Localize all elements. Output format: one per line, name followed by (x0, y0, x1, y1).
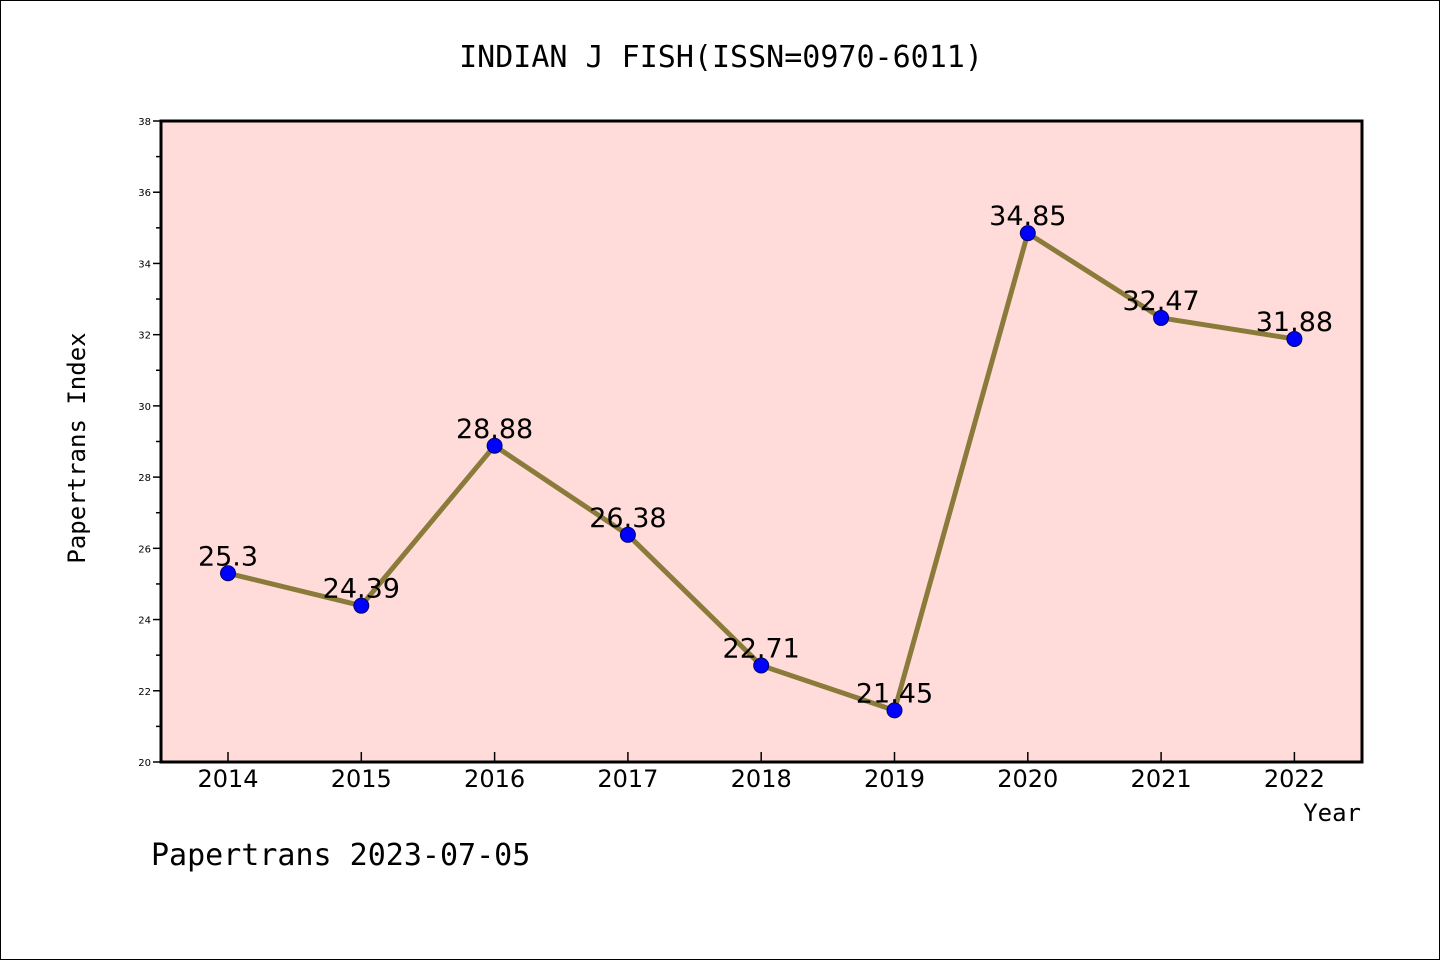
data-point (220, 565, 236, 582)
data-point (619, 526, 636, 543)
data-label: 24.39 (323, 574, 400, 605)
data-points (220, 225, 1303, 719)
y-tick-label: 30 (138, 402, 151, 413)
chart-title: INDIAN J FISH(ISSN=0970-6011) (459, 40, 983, 75)
x-axis: 2014 2015 2016 2017 2018 2019 2020 2021 2022 (197, 752, 1325, 793)
data-label: 25.3 (198, 541, 258, 572)
y-tick-label: 26 (138, 544, 151, 555)
data-point (753, 657, 770, 674)
data-point (1019, 225, 1036, 242)
footer-text: Papertrans 2023-07-05 (151, 838, 530, 873)
data-label: 21.45 (856, 678, 933, 709)
x-tick-label: 2021 (1131, 765, 1192, 793)
y-tick-label: 36 (138, 188, 151, 199)
plot-area (159, 119, 1364, 764)
data-label: 22.71 (723, 633, 800, 664)
x-axis-label: Year (1303, 799, 1361, 827)
x-tick-label: 2018 (731, 765, 792, 793)
data-point (486, 437, 503, 454)
data-point (1286, 330, 1303, 347)
y-tick-label: 22 (138, 687, 151, 698)
data-label: 28.88 (456, 414, 533, 445)
x-tick-label: 2016 (464, 765, 525, 793)
data-point (886, 702, 903, 719)
y-axis-label: Papertrans Index (63, 332, 91, 563)
y-tick-label: 24 (138, 616, 151, 627)
y-tick-label: 34 (138, 259, 151, 270)
x-tick-label: 2017 (597, 765, 658, 793)
y-axis: 20 22 24 26 28 30 32 34 36 38 (138, 117, 161, 769)
data-labels: 25.3 24.39 28.88 26.38 22.71 21.45 34.85 32.47 3… (198, 201, 1333, 709)
data-label: 31.88 (1256, 307, 1333, 338)
data-point (1153, 309, 1170, 326)
y-tick-label: 38 (138, 117, 151, 128)
x-tick-label: 2020 (997, 765, 1058, 793)
data-label: 34.85 (989, 201, 1066, 232)
x-tick-label: 2015 (331, 765, 392, 793)
y-tick-label: 20 (138, 758, 151, 769)
x-tick-label: 2019 (864, 765, 925, 793)
data-point (353, 597, 370, 614)
x-tick-label: 2014 (197, 765, 258, 793)
data-label: 26.38 (589, 503, 666, 534)
x-tick-label: 2022 (1264, 765, 1325, 793)
data-label: 32.47 (1122, 286, 1199, 317)
y-tick-label: 32 (138, 331, 151, 342)
y-tick-label: 28 (138, 473, 151, 484)
